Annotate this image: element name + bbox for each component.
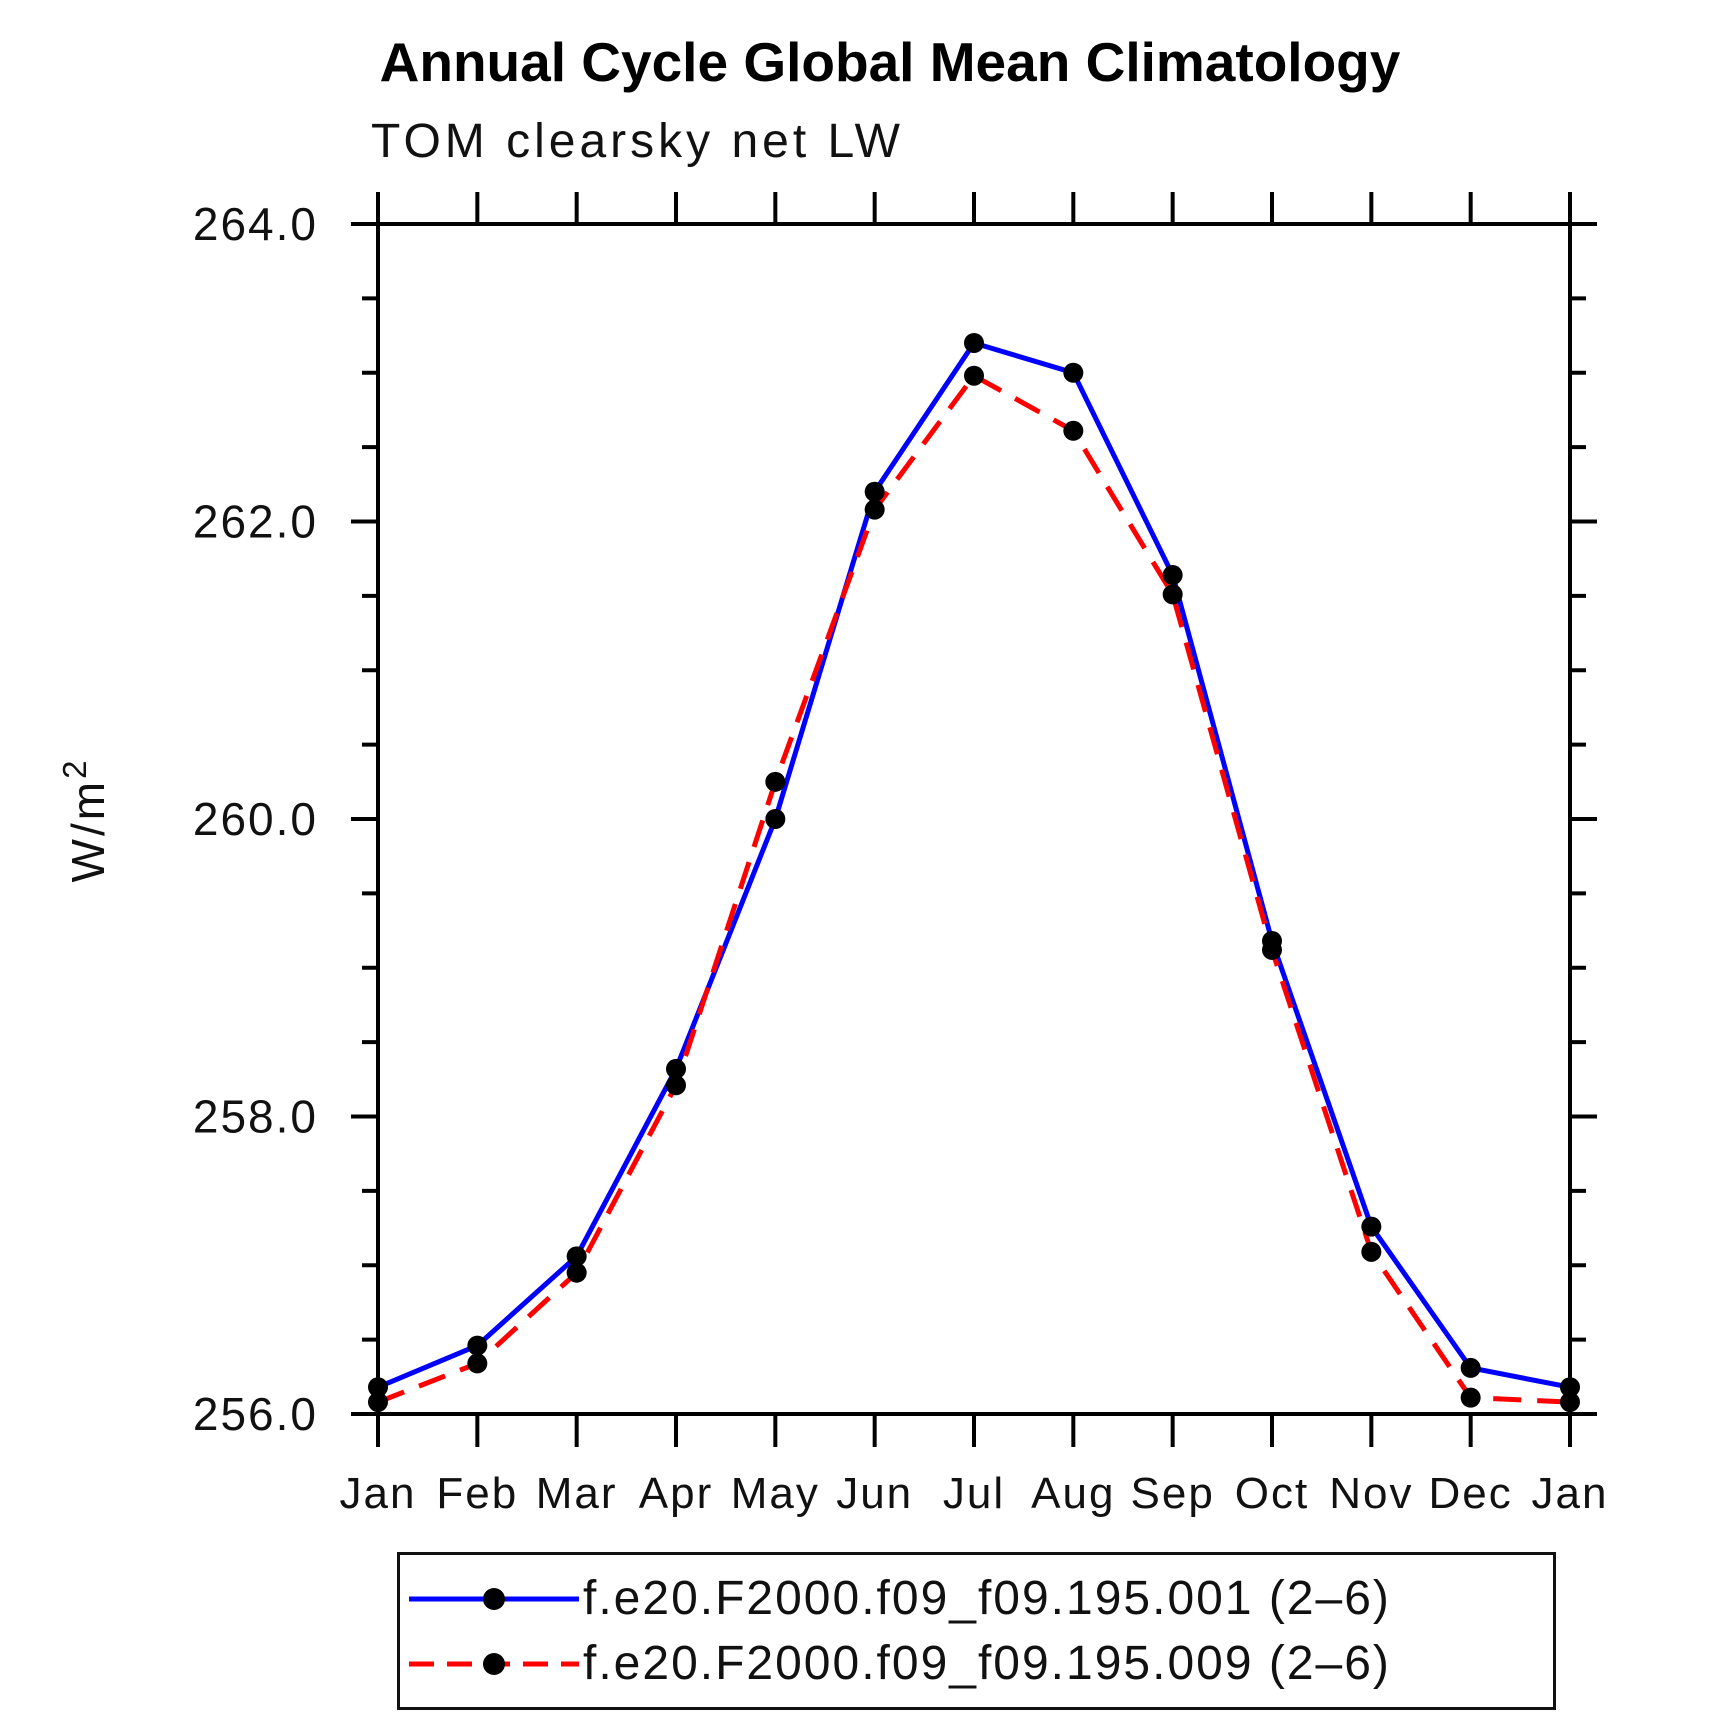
x-tick-label: May (731, 1469, 820, 1518)
x-tick-label: Jan (340, 1469, 417, 1518)
legend-marker-icon (483, 1587, 505, 1610)
data-point-marker (964, 333, 984, 353)
data-point-marker (368, 1377, 388, 1398)
series-line-0 (377, 340, 1571, 1390)
x-tick-label: Aug (1031, 1469, 1115, 1518)
x-tick-label: Jan (1532, 1469, 1609, 1518)
y-tick-label: 256.0 (193, 1388, 318, 1440)
legend-label: f.e20.F2000.f09_f09.195.009 (2–6) (583, 1636, 1391, 1690)
x-tick-label: Dec (1429, 1469, 1513, 1518)
chart-title: Annual Cycle Global Mean Climatology (379, 31, 1401, 93)
data-point-marker (765, 771, 786, 792)
data-point-marker (864, 481, 885, 502)
data-point-marker (964, 365, 984, 386)
legend-marker-icon (483, 1652, 505, 1675)
legend-line-sample (409, 1652, 579, 1675)
data-point-marker (1460, 1387, 1481, 1408)
x-tick-label: Jun (836, 1469, 913, 1518)
data-point-marker (467, 1353, 488, 1374)
x-tick-label: Sep (1131, 1469, 1215, 1518)
x-tick-label: Nov (1329, 1469, 1413, 1518)
series-line-1 (377, 372, 1571, 1405)
legend-line-sample (409, 1587, 579, 1610)
y-tick-label: 258.0 (193, 1091, 318, 1143)
line-chart: Jan Feb Mar Apr May Jun Jul Aug Sep Oct Nov Dec Jan 2… (56, 192, 1609, 1518)
data-point-marker (1262, 939, 1282, 960)
x-tick-label: Oct (1235, 1469, 1309, 1518)
y-axis-title: W/m2 (56, 758, 114, 883)
data-point-marker (1560, 1377, 1580, 1398)
y-tick-label: 262.0 (193, 496, 318, 548)
data-point-marker (1460, 1357, 1481, 1378)
legend-row: f.e20.F2000.f09_f09.195.001 (2–6) (405, 1571, 1553, 1625)
y-tick-label: 264.0 (193, 198, 318, 250)
data-point-marker (1063, 420, 1084, 441)
data-point-marker (1560, 1392, 1580, 1413)
x-tick-label: Feb (436, 1469, 518, 1518)
x-tick-label: Mar (536, 1469, 618, 1518)
data-point-marker (368, 1392, 388, 1413)
data-point-marker (566, 1246, 587, 1267)
x-tick-label: Jul (943, 1469, 1005, 1518)
data-point-marker (467, 1335, 488, 1356)
data-point-marker (566, 1262, 587, 1283)
x-tick-label: Apr (639, 1469, 713, 1518)
legend-row: f.e20.F2000.f09_f09.195.009 (2–6) (405, 1636, 1553, 1690)
data-point-marker (666, 1058, 686, 1079)
data-point-marker (1162, 565, 1183, 586)
data-point-marker (666, 1075, 686, 1096)
data-point-marker (1361, 1216, 1382, 1237)
legend-label: f.e20.F2000.f09_f09.195.001 (2–6) (583, 1571, 1391, 1625)
data-point-marker (1162, 584, 1183, 605)
legend: f.e20.F2000.f09_f09.195.001 (2–6) f.e20.… (397, 1552, 1556, 1710)
data-point-marker (1361, 1241, 1382, 1262)
data-point-marker (864, 499, 885, 520)
data-point-marker (1063, 362, 1084, 383)
chart-subtitle: TOM clearsky net LW (371, 115, 904, 168)
plot-frame (376, 222, 1572, 1416)
data-point-marker (765, 809, 786, 829)
y-tick-label: 260.0 (193, 793, 318, 845)
